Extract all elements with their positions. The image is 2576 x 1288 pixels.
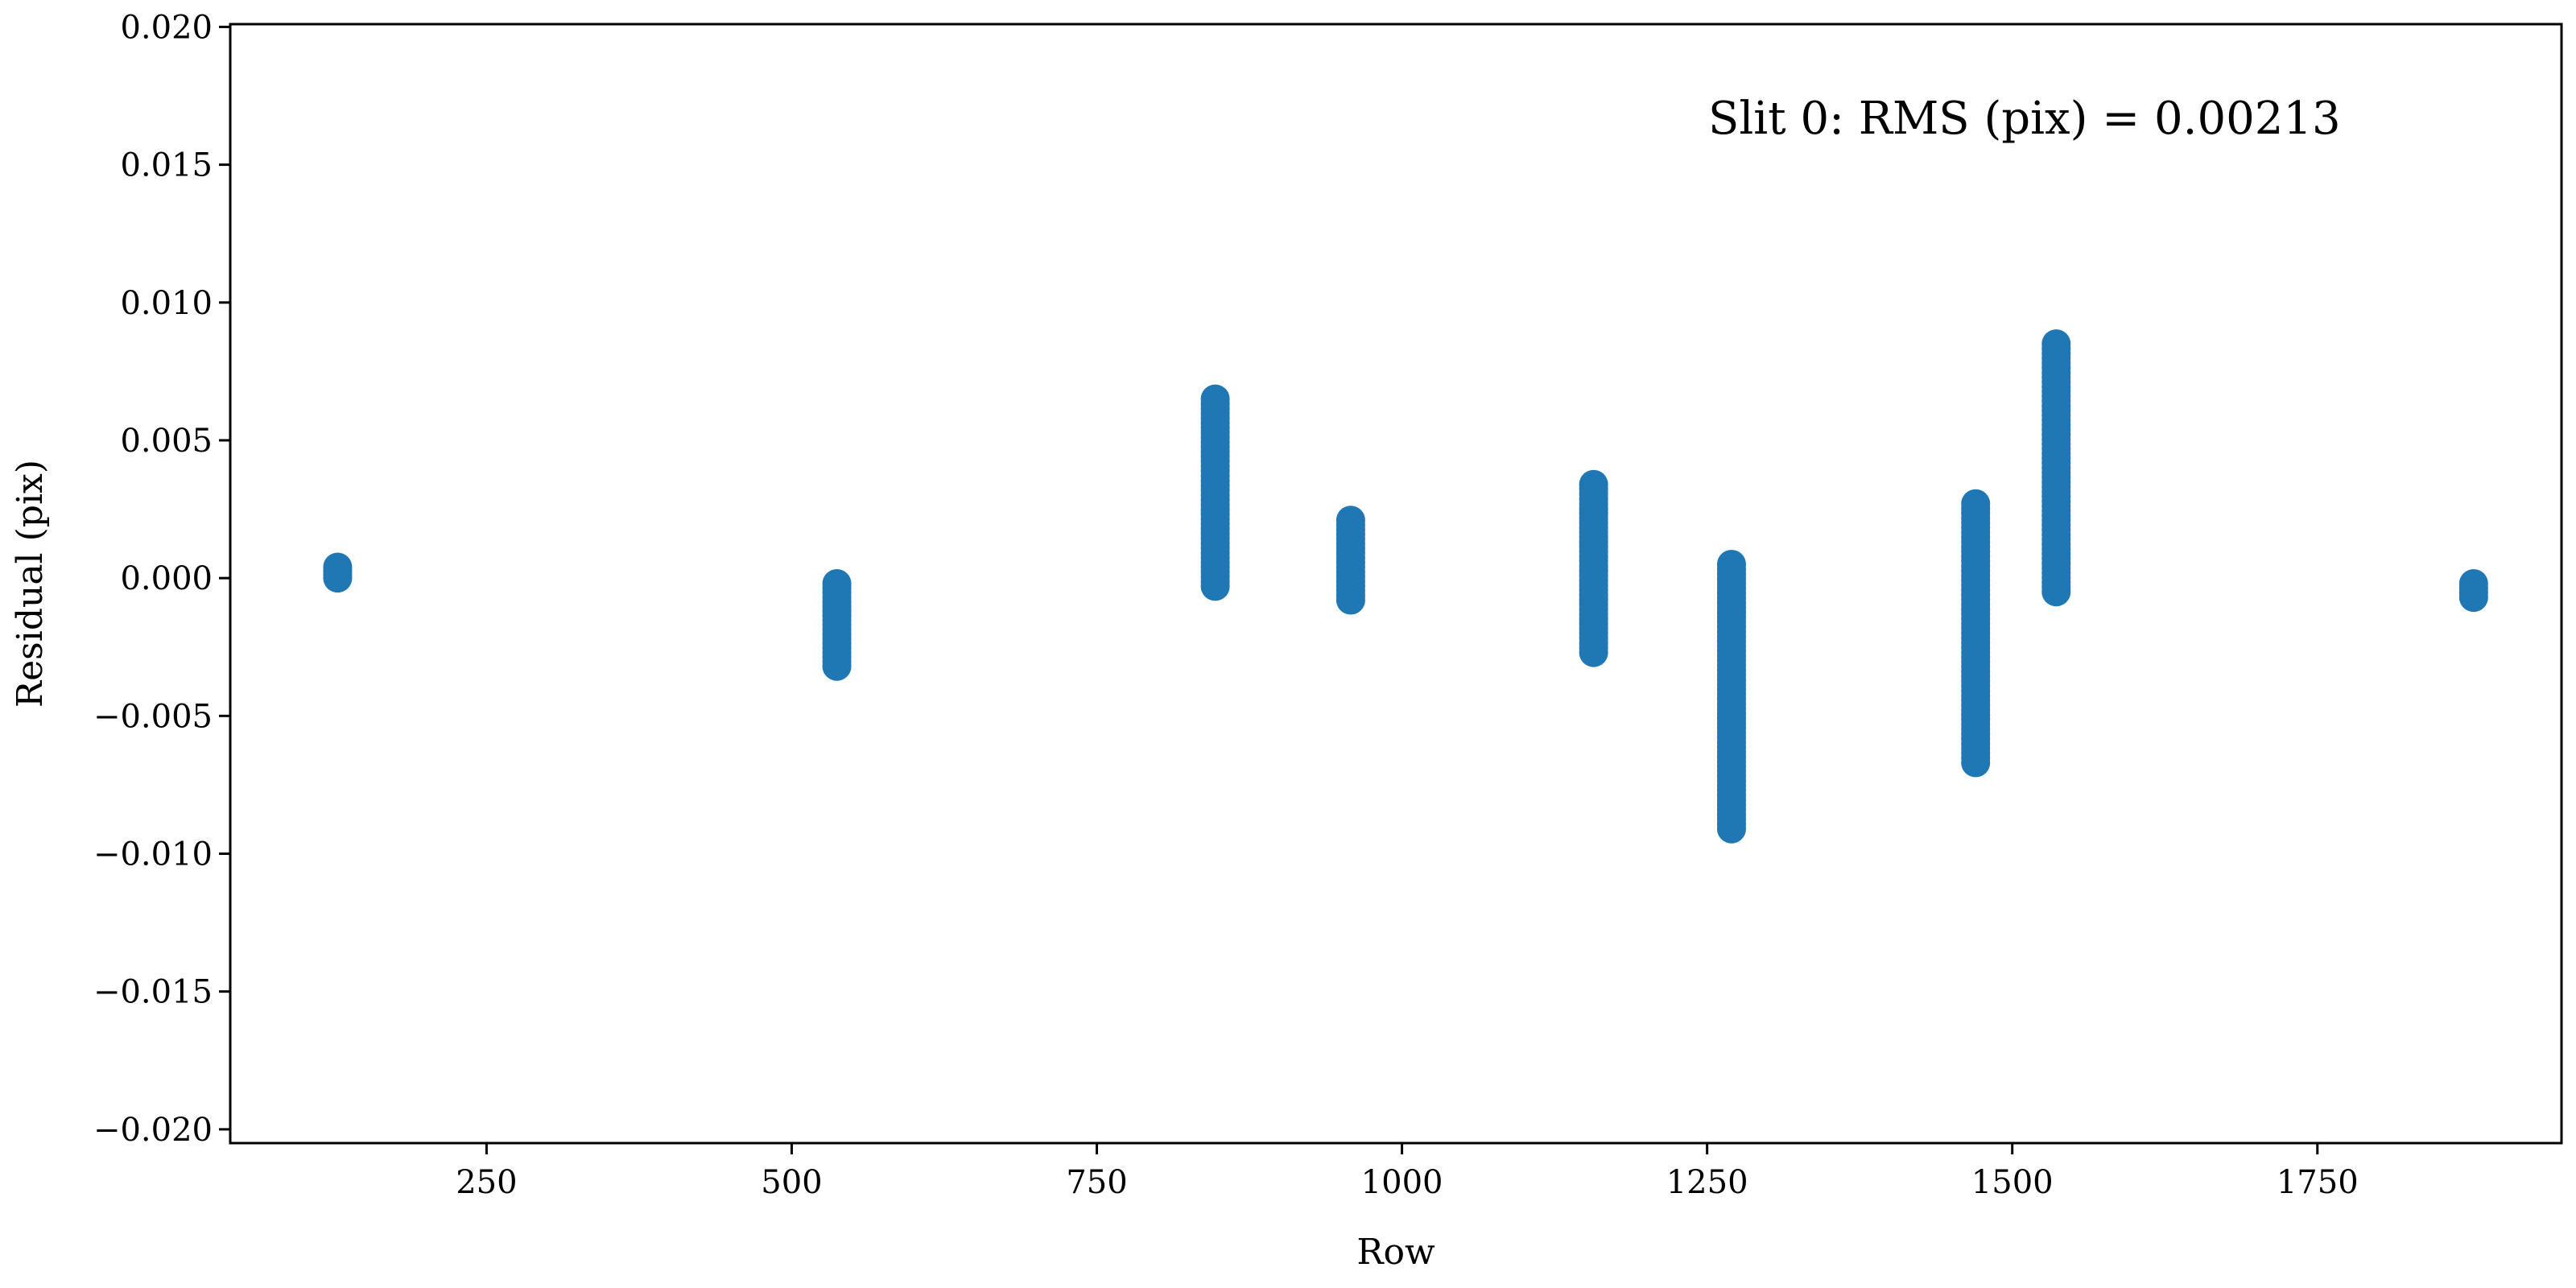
- scatter-point: [2458, 583, 2488, 613]
- y-tick-label: 0.010: [120, 285, 213, 322]
- y-axis-label: Residual (pix): [10, 460, 51, 708]
- y-tick-label: 0.000: [120, 560, 213, 597]
- y-tick-label: 0.015: [120, 147, 213, 184]
- rms-annotation: Slit 0: RMS (pix) = 0.00213: [1708, 93, 2341, 145]
- scatter-point: [2041, 577, 2071, 607]
- x-axis-label: Row: [1356, 1232, 1435, 1273]
- scatter-point: [822, 651, 852, 681]
- y-tick-label: 0.020: [120, 9, 213, 46]
- x-tick-label: 250: [456, 1164, 517, 1201]
- plot-area-frame: [229, 23, 2563, 1145]
- y-tick-label: −0.020: [93, 1112, 213, 1149]
- x-tick-label: 1500: [1971, 1164, 2054, 1201]
- y-axis-ticks: 0.020 0.015 0.010 0.005 0.000 −0.005 −0.010 −0.…: [93, 9, 230, 1149]
- scatter-points: [323, 329, 2488, 844]
- x-tick-label: 750: [1066, 1164, 1127, 1201]
- scatter-point: [323, 564, 353, 593]
- scatter-point: [1335, 585, 1365, 615]
- y-tick-label: −0.010: [93, 836, 213, 873]
- x-tick-label: 500: [761, 1164, 822, 1201]
- y-tick-label: 0.005: [120, 423, 213, 460]
- scatter-point: [1200, 572, 1230, 601]
- scatter-point: [1716, 814, 1746, 844]
- y-tick-label: −0.015: [93, 974, 213, 1011]
- scatter-point: [1961, 748, 1991, 778]
- y-tick-label: −0.005: [93, 698, 213, 735]
- scatter-point: [1579, 638, 1608, 667]
- x-tick-label: 1750: [2277, 1164, 2359, 1201]
- x-axis-ticks: 250 500 750 1000 1250 1500 1750: [456, 1143, 2359, 1201]
- x-tick-label: 1250: [1666, 1164, 1748, 1201]
- x-tick-label: 1000: [1361, 1164, 1443, 1201]
